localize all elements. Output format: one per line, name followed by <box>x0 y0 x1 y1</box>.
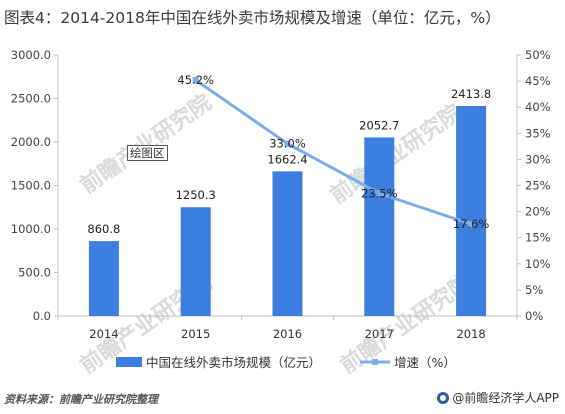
y-right-tick-label: 5% <box>525 283 543 297</box>
y-right-tick-label: 40% <box>525 100 551 114</box>
bar <box>364 137 395 316</box>
y-right-tick-label: 0% <box>525 309 543 323</box>
growth-line <box>194 78 472 226</box>
brand-credit: @前瞻经济学人APP <box>437 389 559 406</box>
y-left-tick-label: 1000.0 <box>11 222 51 236</box>
chart-title: 图表4：2014-2018年中国在线外卖市场规模及增速（单位：亿元，%） <box>4 9 501 27</box>
y-left-tick-label: 2500.0 <box>11 92 51 106</box>
y-right-tick-label: 15% <box>525 231 551 245</box>
bar-value-label: 2413.8 <box>451 87 491 101</box>
x-tick-label: 2017 <box>365 327 394 341</box>
bar <box>88 241 119 316</box>
growth-point <box>284 140 291 147</box>
bar-value-label: 2052.7 <box>359 118 399 132</box>
bar-value-label: 1662.4 <box>267 152 307 166</box>
x-tick-label: 2018 <box>456 327 485 341</box>
data-labels: 860.8 1250.3 1662.4 2052.7 2413.8 45.2% 33.0% 2… <box>87 73 491 236</box>
axes: 0.0 500.0 1000.0 1500.0 2000.0 2500.0 3000.0 0%… <box>11 48 551 341</box>
legend-line-label: 增速（%） <box>394 355 456 370</box>
y-left-tick-label: 1500.0 <box>11 179 51 193</box>
y-left-tick-label: 3000.0 <box>11 48 51 62</box>
bar-series <box>88 105 487 317</box>
legend-line-marker <box>372 359 378 365</box>
brand-text: @前瞻经济学人APP <box>452 391 559 405</box>
y-right-tick-label: 20% <box>525 205 551 219</box>
growth-point <box>468 221 475 228</box>
x-tick-label: 2015 <box>181 327 210 341</box>
brand-logo-icon <box>437 391 450 404</box>
y-right-tick-label: 45% <box>525 74 551 88</box>
growth-point <box>192 77 199 84</box>
y-left-tick-label: 500.0 <box>18 266 51 280</box>
bar <box>456 105 487 317</box>
bar-value-label: 860.8 <box>87 222 120 236</box>
plot-area-tag: 绘图区 <box>127 145 168 161</box>
bar <box>180 207 211 316</box>
source-note: 资料来源：前瞻产业研究院整理 <box>4 393 158 406</box>
x-tick-label: 2016 <box>273 327 302 341</box>
y-right-tick-label: 30% <box>525 152 551 166</box>
growth-value-label: 17.6% <box>453 217 490 231</box>
legend-bar-swatch <box>116 357 142 367</box>
growth-value-label: 45.2% <box>177 73 214 87</box>
bar <box>272 171 303 316</box>
y-right-tick-label: 35% <box>525 126 551 140</box>
bar-value-label: 1250.3 <box>176 188 216 202</box>
y-right-tick-label: 50% <box>525 48 551 62</box>
y-left-tick-label: 2000.0 <box>11 135 51 149</box>
legend-bar-label: 中国在线外卖市场规模（亿元） <box>146 355 321 370</box>
growth-point <box>376 190 383 197</box>
line-series <box>192 77 475 228</box>
y-right-tick-label: 25% <box>525 179 551 193</box>
y-left-tick-label: 0.0 <box>33 309 51 323</box>
growth-value-label: 33.0% <box>269 137 306 151</box>
growth-value-label: 23.5% <box>361 186 398 200</box>
y-right-tick-label: 10% <box>525 257 551 271</box>
x-tick-label: 2014 <box>89 327 118 341</box>
legend: 中国在线外卖市场规模（亿元） 增速（%） <box>116 355 456 370</box>
